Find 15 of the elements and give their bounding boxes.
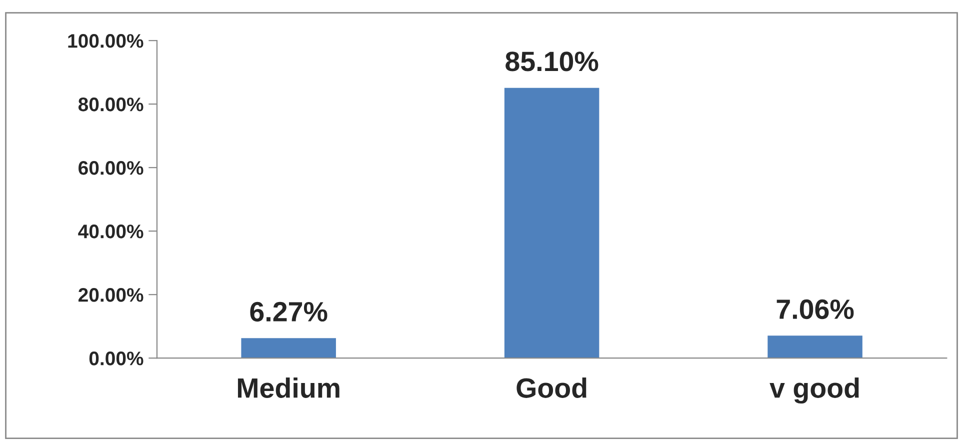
y-tick-label: 100.00%	[68, 34, 144, 48]
bar	[504, 88, 600, 358]
y-tick-label: 40.00%	[78, 224, 144, 238]
y-tick-label: 80.00%	[78, 98, 144, 112]
y-tick-label: 0.00%	[89, 352, 144, 366]
bar	[768, 336, 862, 358]
data-label: 85.10%	[506, 52, 598, 72]
data-label: 6.27%	[250, 302, 328, 322]
bar	[241, 338, 336, 358]
x-tick-label: v good	[770, 378, 859, 404]
x-tick-label: Medium	[238, 378, 340, 398]
y-tick-label: 60.00%	[78, 161, 144, 175]
y-tick-label: 20.00%	[78, 288, 144, 302]
x-tick-label: Good	[516, 378, 586, 398]
data-label: 7.06%	[776, 299, 854, 320]
